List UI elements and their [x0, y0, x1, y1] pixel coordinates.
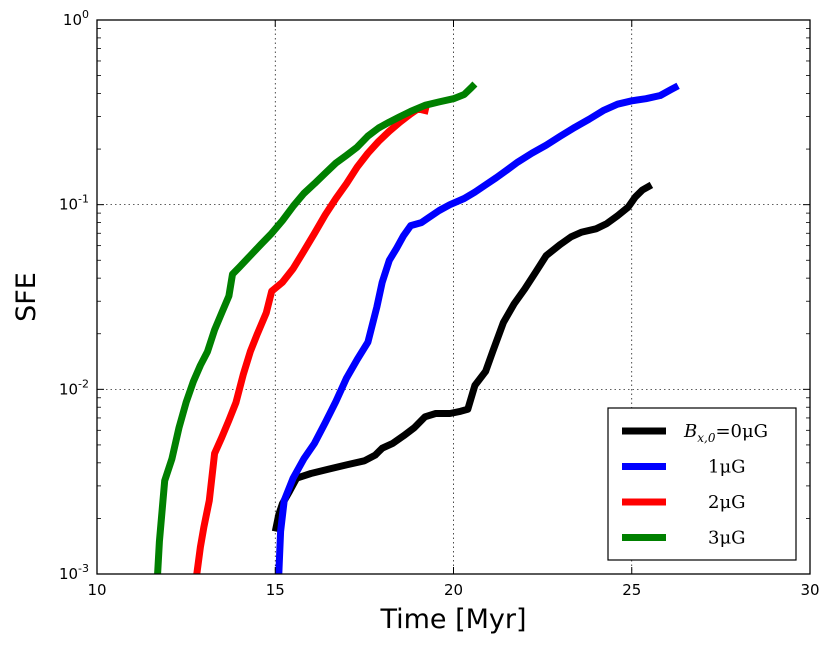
y-tick-label: 10-2	[59, 377, 89, 398]
x-axis-label: Time [Myr]	[379, 604, 526, 635]
y-tick-label: 100	[63, 8, 89, 29]
series-line-1	[275, 82, 680, 574]
series-line-0	[271, 181, 654, 533]
y-tick-label: 10-3	[59, 562, 89, 583]
legend-label: Bx,0=0μG	[683, 421, 768, 445]
legend-label: 2μG	[708, 492, 746, 513]
legend: Bx,0=0μG 1μG 2μG 3μG	[607, 407, 797, 561]
series-line-2	[193, 105, 430, 574]
series-line-3	[154, 81, 478, 574]
x-tick-label: 20	[444, 581, 463, 599]
x-tick-label: 15	[266, 581, 285, 599]
x-tick-label: 10	[87, 581, 106, 599]
x-tick-label: 30	[800, 581, 819, 599]
series-layer	[154, 81, 680, 574]
x-tick-label: 25	[622, 581, 641, 599]
legend-label: 3μG	[708, 528, 746, 549]
y-axis-label: SFE	[11, 272, 42, 322]
y-tick-label: 10-1	[59, 193, 89, 214]
legend-label: 1μG	[708, 457, 746, 478]
axis-ticks: 10 15 20 25 30 10-3 10-2 10-1 100	[59, 8, 820, 599]
